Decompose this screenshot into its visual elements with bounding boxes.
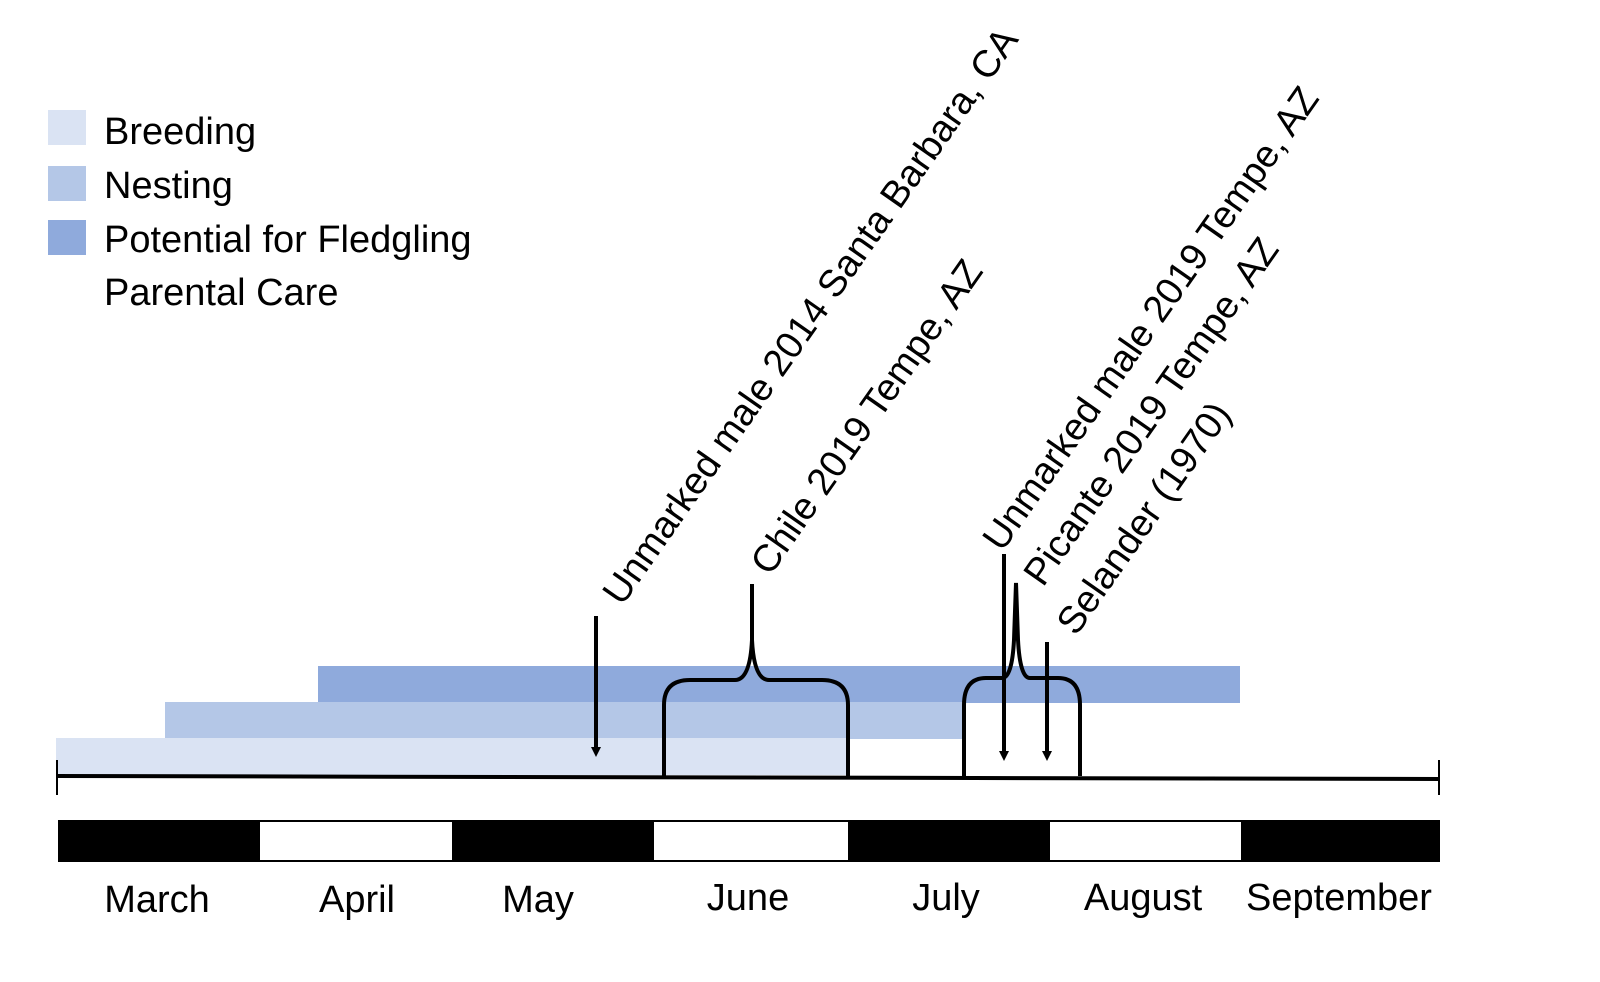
month-label-june: June: [707, 877, 789, 919]
axis-line: [55, 774, 1441, 781]
bracket-chile-2019: [662, 584, 850, 776]
month-label-march: March: [104, 879, 210, 921]
legend-swatch-nesting: [48, 166, 86, 201]
observation-labels: Unmarked male 2014 Santa Barbara, CA Chi…: [595, 20, 1328, 642]
phase-bar-fledgling: [318, 666, 1240, 703]
month-block-august: [1048, 820, 1243, 862]
month-labels: March April May June July August Septemb…: [104, 877, 1432, 921]
month-label-may: May: [502, 879, 574, 921]
month-block-may: [452, 820, 654, 862]
phase-bar-breeding: [56, 738, 848, 775]
month-label-april: April: [319, 879, 395, 921]
legend-swatch-breeding: [48, 110, 86, 145]
timeline-axis: [55, 760, 1441, 795]
label-chile-2019: Chile 2019 Tempe, AZ: [743, 252, 991, 582]
legend: Breeding Nesting Potential for Fledgling…: [48, 110, 472, 314]
bracket-picante-2019: [962, 582, 1082, 776]
month-blocks: [58, 820, 1440, 862]
month-block-march: [58, 820, 260, 862]
month-label-july: July: [912, 877, 980, 919]
phase-bar-nesting: [165, 702, 965, 739]
month-block-september: [1241, 820, 1440, 862]
legend-label-nesting: Nesting: [104, 165, 233, 207]
month-label-august: August: [1084, 877, 1203, 919]
legend-swatch-fledgling: [48, 220, 86, 255]
legend-label-fledgling-line2: Parental Care: [104, 272, 338, 314]
observation-markers: [591, 554, 1082, 776]
month-block-july: [848, 820, 1050, 862]
month-block-april: [258, 820, 454, 862]
legend-label-fledgling: Potential for Fledgling: [104, 219, 472, 261]
month-block-june: [652, 820, 850, 862]
phase-bars: [56, 666, 1240, 775]
month-label-september: September: [1246, 877, 1432, 919]
legend-label-breeding: Breeding: [104, 111, 256, 153]
